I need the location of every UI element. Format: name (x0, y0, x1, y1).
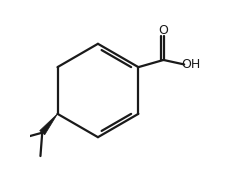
Text: O: O (158, 24, 168, 37)
Text: OH: OH (181, 58, 200, 71)
Polygon shape (40, 114, 57, 135)
